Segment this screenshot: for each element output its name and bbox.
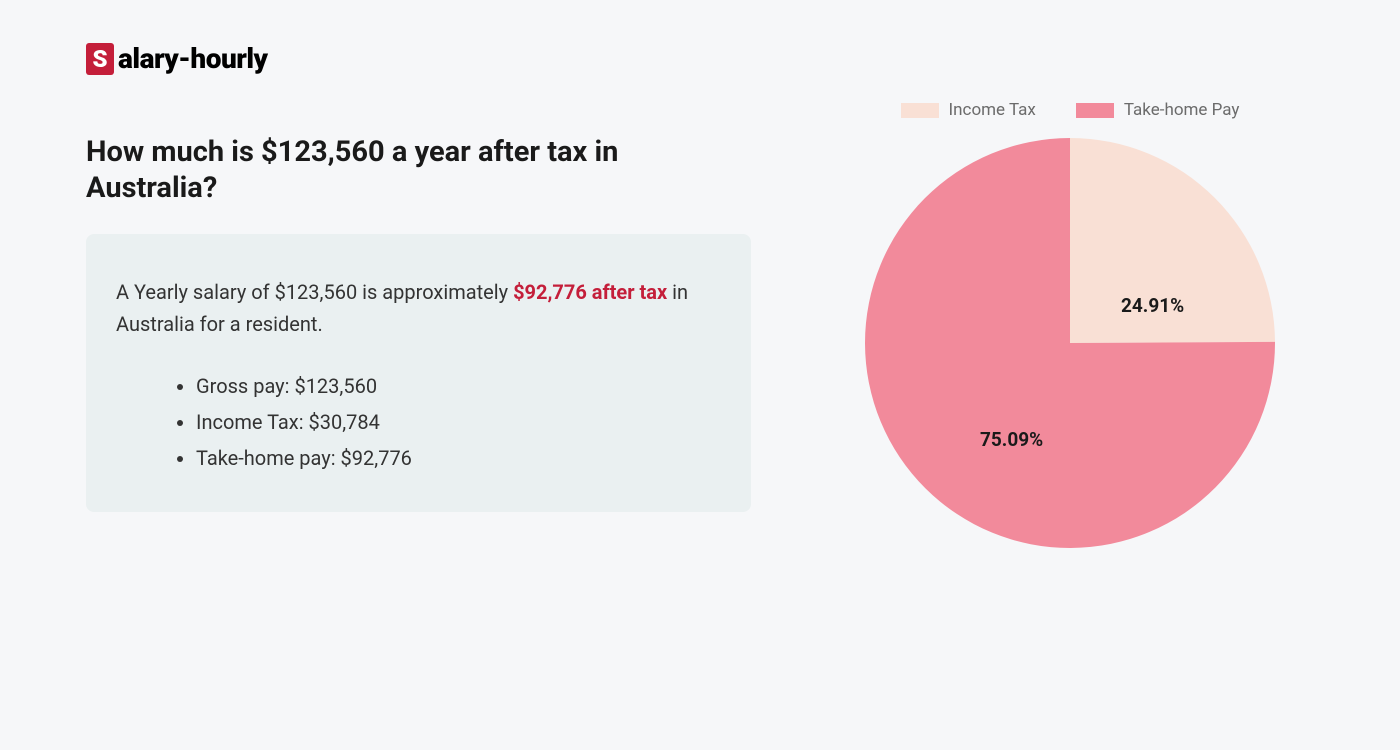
logo-text: alary-hourly xyxy=(118,42,268,75)
page-title: How much is $123,560 a year after tax in… xyxy=(86,134,686,207)
list-item: Take-home pay: $92,776 xyxy=(196,440,721,476)
legend-label: Take-home Pay xyxy=(1124,100,1240,120)
pie-slice-label-income-tax: 24.91% xyxy=(1121,294,1184,317)
pie-chart: Income Tax Take-home Pay 24.91% 75.09% xyxy=(840,100,1300,548)
pie-slice-label-take-home: 75.09% xyxy=(980,428,1043,451)
summary-card: A Yearly salary of $123,560 is approxima… xyxy=(86,234,751,512)
summary-prefix: A Yearly salary of $123,560 is approxima… xyxy=(116,280,513,304)
pie-container: 24.91% 75.09% xyxy=(865,138,1275,548)
summary-sentence: A Yearly salary of $123,560 is approxima… xyxy=(116,276,721,340)
breakdown-list: Gross pay: $123,560 Income Tax: $30,784 … xyxy=(116,368,721,476)
logo: S alary-hourly xyxy=(86,42,268,75)
chart-legend: Income Tax Take-home Pay xyxy=(840,100,1300,120)
summary-highlight: $92,776 after tax xyxy=(513,280,667,304)
legend-label: Income Tax xyxy=(949,100,1036,120)
legend-item-income-tax: Income Tax xyxy=(901,100,1036,120)
legend-swatch-icon xyxy=(1076,103,1114,118)
pie-svg xyxy=(865,138,1275,548)
list-item: Gross pay: $123,560 xyxy=(196,368,721,404)
legend-item-take-home: Take-home Pay xyxy=(1076,100,1240,120)
list-item: Income Tax: $30,784 xyxy=(196,404,721,440)
legend-swatch-icon xyxy=(901,103,939,118)
logo-badge-icon: S xyxy=(86,43,114,75)
